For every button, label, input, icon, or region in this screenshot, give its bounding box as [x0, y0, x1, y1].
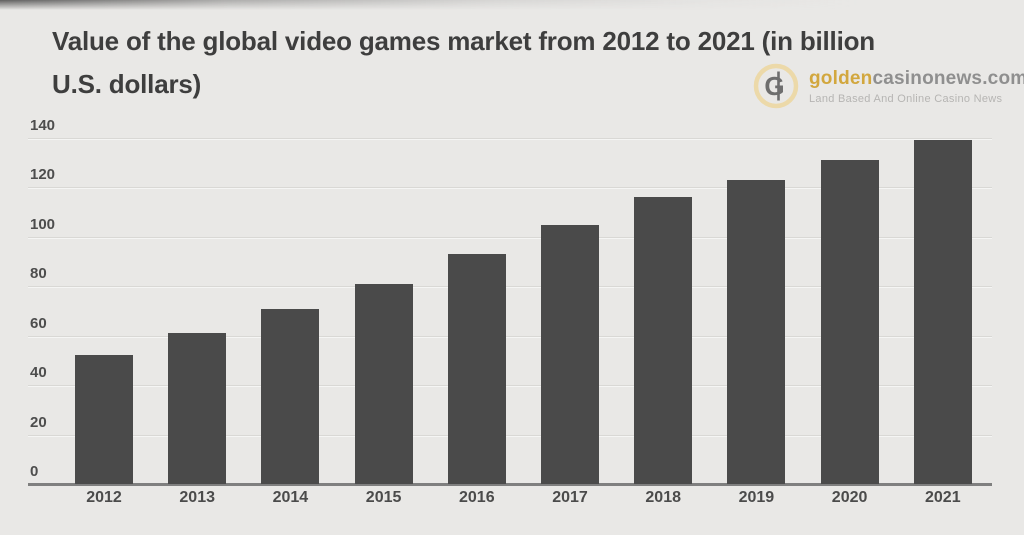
- x-axis-label-2019: 2019: [738, 489, 775, 506]
- bar-2017: [541, 224, 599, 484]
- y-axis-label-60: 60: [30, 314, 47, 332]
- gridline-60: [28, 335, 992, 337]
- bar-2014: [261, 308, 320, 484]
- bar-2021: [913, 140, 972, 484]
- y-axis-label-120: 120: [30, 166, 56, 184]
- gridline-100: [28, 236, 992, 238]
- bar-2015: [354, 283, 413, 484]
- top-edge-shadow: [0, 0, 1024, 10]
- x-axis-label-2017: 2017: [552, 489, 588, 506]
- y-axis-label-0: 0: [30, 463, 39, 480]
- gridline-120: [28, 187, 992, 189]
- bar-2018: [634, 197, 693, 484]
- x-axis-label-2013: 2013: [179, 489, 215, 506]
- x-axis-label-2018: 2018: [645, 489, 681, 506]
- brand-name-gold: golden: [809, 67, 873, 89]
- brand-name: goldencasinonews.com: [809, 68, 1024, 90]
- bar-2013: [168, 333, 227, 484]
- bar-2019: [727, 180, 786, 484]
- gridline-40: [28, 385, 992, 387]
- x-axis-label-2021: 2021: [925, 489, 961, 506]
- x-axis-label-2020: 2020: [831, 489, 868, 506]
- brand-ring: [753, 63, 799, 109]
- gridline-20: [28, 434, 992, 436]
- brand-name-gray: casinonews.com: [872, 67, 1024, 89]
- y-axis-label-140: 140: [30, 117, 56, 134]
- x-axis-label-2015: 2015: [365, 489, 402, 506]
- y-axis-label-40: 40: [30, 364, 47, 382]
- x-axis-label-2014: 2014: [272, 489, 309, 506]
- x-axis-label-2012: 2012: [86, 489, 122, 506]
- chart-title: Value of the global video games market f…: [52, 20, 992, 106]
- chart-title-line-2: U.S. dollars): [52, 69, 202, 99]
- brand-text: goldencasinonews.com Land Based And Onli…: [809, 68, 1024, 105]
- chart-title-line-1: Value of the global video games market f…: [52, 26, 875, 56]
- y-axis-label-80: 80: [30, 265, 47, 283]
- brand-g-icon: G: [753, 63, 799, 109]
- y-axis-label-20: 20: [30, 413, 47, 431]
- gridline-140: [28, 138, 992, 139]
- brand-logo: G goldencasinonews.com Land Based And On…: [752, 62, 1024, 110]
- brand-tagline: Land Based And Online Casino News: [809, 92, 1003, 105]
- gridline-80: [28, 286, 992, 288]
- x-axis-line: [28, 483, 992, 486]
- x-axis-label-2016: 2016: [459, 489, 495, 506]
- y-axis-label-100: 100: [30, 215, 56, 233]
- bar-2016: [447, 254, 506, 484]
- bar-2012: [75, 355, 133, 484]
- bar-2020: [820, 160, 879, 484]
